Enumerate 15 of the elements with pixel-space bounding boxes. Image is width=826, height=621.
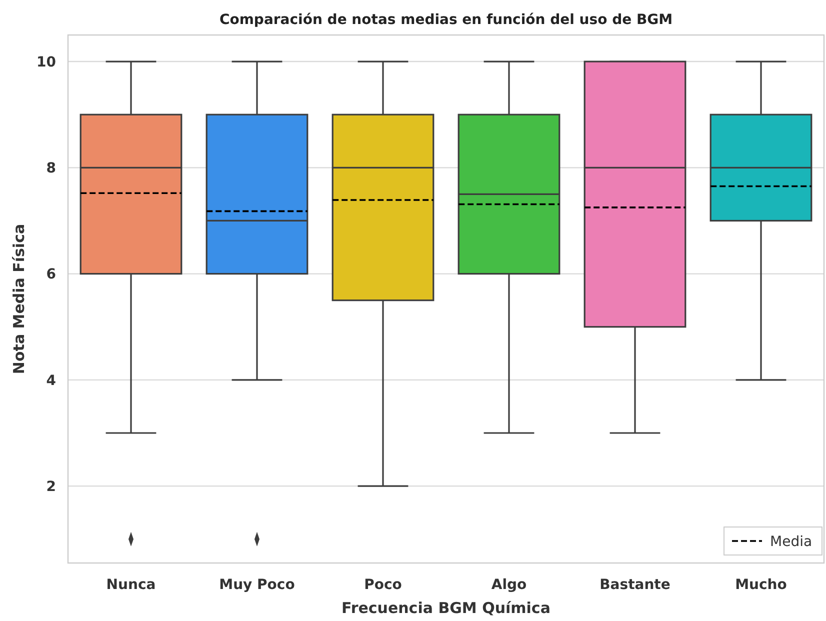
y-tick-label: 6 [46,266,56,283]
text: Media [770,534,812,550]
y-axis-title: Nota Media Física [10,224,28,374]
x-tick-label: Mucho [735,577,788,593]
x-tick-label: Bastante [600,577,670,593]
y-tick-label: 8 [46,160,56,177]
y-tick-label: 4 [46,372,56,389]
x-axis-title: Frecuencia BGM Química [342,599,550,617]
y-tick-label: 10 [36,54,56,70]
x-tick-label: Algo [491,577,528,593]
x-tick-label: Poco [364,577,402,593]
chart-title: Comparación de notas medias en función del uso de BGM [219,12,673,28]
y-tick-label: 2 [46,478,56,495]
x-tick-label: Muy Poco [219,577,296,593]
x-tick-label: Nunca [106,577,156,593]
